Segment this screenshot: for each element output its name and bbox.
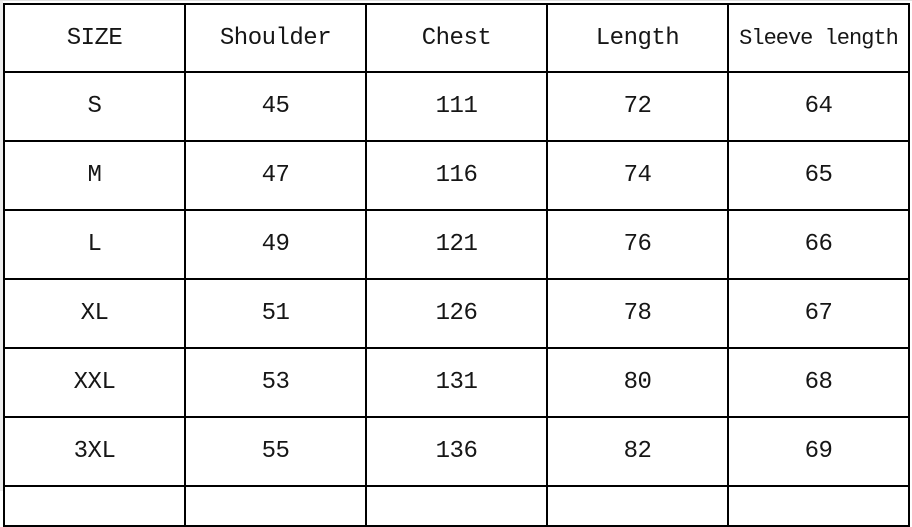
cell-empty xyxy=(365,485,548,527)
cell-length: 76 xyxy=(546,209,729,280)
cell-shoulder: 49 xyxy=(184,209,367,280)
table-row-l: L 49 121 76 66 xyxy=(3,209,910,280)
cell-sleeve-length: 64 xyxy=(727,71,910,142)
cell-empty xyxy=(546,485,729,527)
cell-sleeve-length: 68 xyxy=(727,347,910,418)
header-cell-shoulder: Shoulder xyxy=(184,3,367,73)
cell-size: S xyxy=(3,71,186,142)
cell-length: 80 xyxy=(546,347,729,418)
cell-shoulder: 47 xyxy=(184,140,367,211)
table-row-3xl: 3XL 55 136 82 69 xyxy=(3,416,910,487)
cell-length: 82 xyxy=(546,416,729,487)
header-cell-size: SIZE xyxy=(3,3,186,73)
cell-length: 78 xyxy=(546,278,729,349)
cell-size: XXL xyxy=(3,347,186,418)
cell-sleeve-length: 67 xyxy=(727,278,910,349)
cell-chest: 136 xyxy=(365,416,548,487)
cell-empty xyxy=(727,485,910,527)
cell-sleeve-length: 65 xyxy=(727,140,910,211)
cell-sleeve-length: 66 xyxy=(727,209,910,280)
table-row-s: S 45 111 72 64 xyxy=(3,71,910,142)
cell-length: 72 xyxy=(546,71,729,142)
cell-shoulder: 55 xyxy=(184,416,367,487)
cell-length: 74 xyxy=(546,140,729,211)
cell-shoulder: 53 xyxy=(184,347,367,418)
header-cell-chest: Chest xyxy=(365,3,548,73)
cell-size: L xyxy=(3,209,186,280)
table-row-xxl: XXL 53 131 80 68 xyxy=(3,347,910,418)
cell-chest: 116 xyxy=(365,140,548,211)
cell-chest: 111 xyxy=(365,71,548,142)
screenshot-top-edge xyxy=(0,0,912,1)
cell-chest: 121 xyxy=(365,209,548,280)
cell-chest: 126 xyxy=(365,278,548,349)
table-row-m: M 47 116 74 65 xyxy=(3,140,910,211)
cell-size: 3XL xyxy=(3,416,186,487)
screenshot-left-edge xyxy=(0,0,3,491)
cell-size: XL xyxy=(3,278,186,349)
cell-empty xyxy=(3,485,186,527)
cell-empty xyxy=(184,485,367,527)
header-cell-length: Length xyxy=(546,3,729,73)
table-row-partial-clipped xyxy=(3,485,910,527)
cell-chest: 131 xyxy=(365,347,548,418)
cell-shoulder: 45 xyxy=(184,71,367,142)
header-row: SIZE Shoulder Chest Length Sleeve length xyxy=(3,3,910,73)
cell-size: M xyxy=(3,140,186,211)
header-cell-sleeve-length: Sleeve length xyxy=(727,3,910,73)
table-row-xl: XL 51 126 78 67 xyxy=(3,278,910,349)
cell-shoulder: 51 xyxy=(184,278,367,349)
size-chart-table: SIZE Shoulder Chest Length Sleeve length… xyxy=(3,3,910,527)
cell-sleeve-length: 69 xyxy=(727,416,910,487)
